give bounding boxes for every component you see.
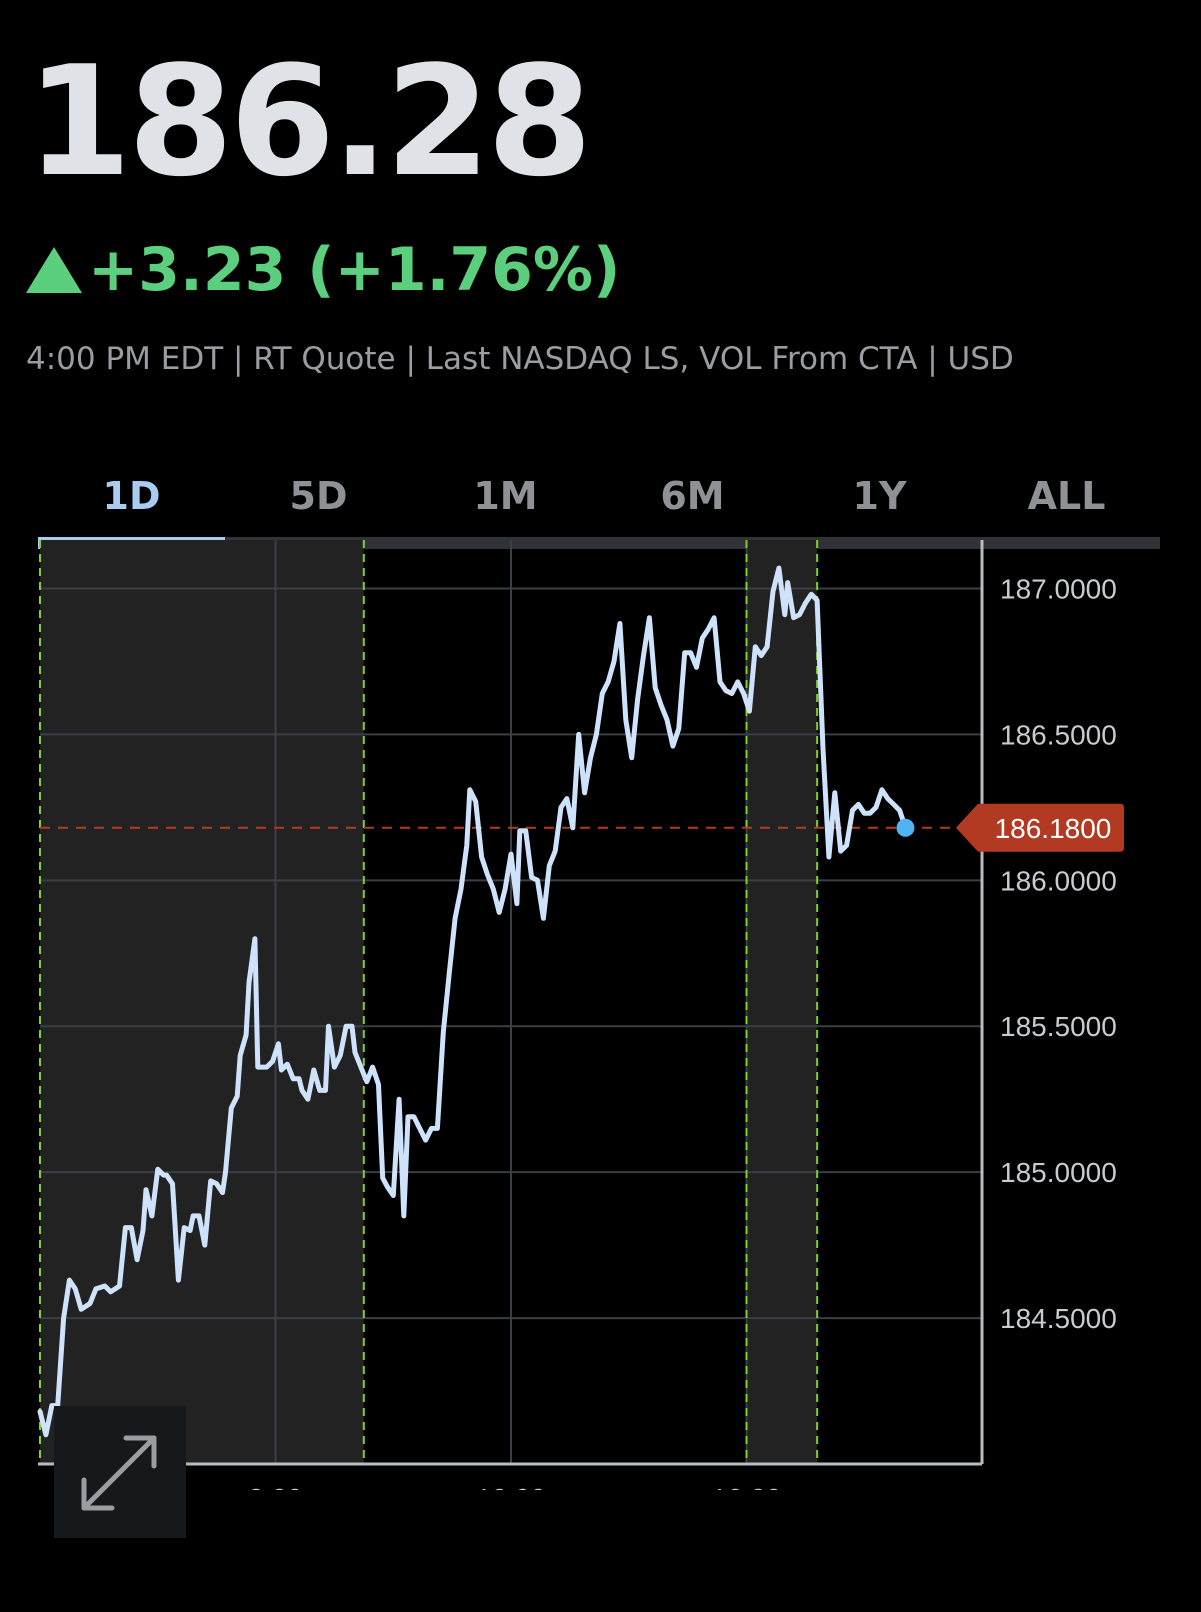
- last-price-tag: [956, 803, 1124, 852]
- x-tick-label: 12:00: [476, 1483, 546, 1490]
- price-change: +3.23 (+1.76%): [26, 240, 620, 300]
- tab-1y[interactable]: 1Y: [852, 474, 907, 518]
- quote-info: 4:00 PM EDT | RT Quote | Last NASDAQ LS,…: [26, 341, 1014, 377]
- y-tick-label: 185.0000: [1000, 1157, 1117, 1188]
- last-price-tag-label: 186.1800: [995, 813, 1112, 844]
- y-tick-label: 187.0000: [1000, 573, 1117, 604]
- y-tick-label: 184.5000: [1000, 1303, 1117, 1334]
- tab-5d[interactable]: 5D: [289, 474, 348, 518]
- last-point-dot: [896, 818, 915, 837]
- price-change-text: +3.23 (+1.76%): [88, 235, 621, 305]
- expand-chart-button[interactable]: [54, 1406, 186, 1538]
- y-tick-label: 186.5000: [1000, 719, 1117, 750]
- tab-all[interactable]: ALL: [1027, 474, 1106, 518]
- time-range-tabs: 1D 5D 1M 6M 1Y ALL: [38, 468, 1160, 550]
- y-tick-label: 185.5000: [1000, 1011, 1117, 1042]
- x-tick-label: 8:00: [248, 1483, 303, 1490]
- shade-pre-market: [40, 540, 364, 1464]
- expand-arrows-icon: [81, 1435, 157, 1511]
- y-tick-label: 186.0000: [1000, 865, 1117, 896]
- triangle-up-icon: [26, 247, 82, 293]
- tab-6m[interactable]: 6M: [660, 474, 725, 518]
- shade-after-hours: [746, 540, 818, 1464]
- last-price: 186.28: [26, 33, 593, 210]
- price-chart[interactable]: 187.0000 186.5000 186.0000 185.5000 185.0000…: [0, 540, 1201, 1490]
- tab-1m[interactable]: 1M: [473, 474, 538, 518]
- x-tick-label: 16:00: [711, 1483, 781, 1490]
- tab-1d[interactable]: 1D: [102, 474, 161, 518]
- price-series-line: [37, 565, 908, 1438]
